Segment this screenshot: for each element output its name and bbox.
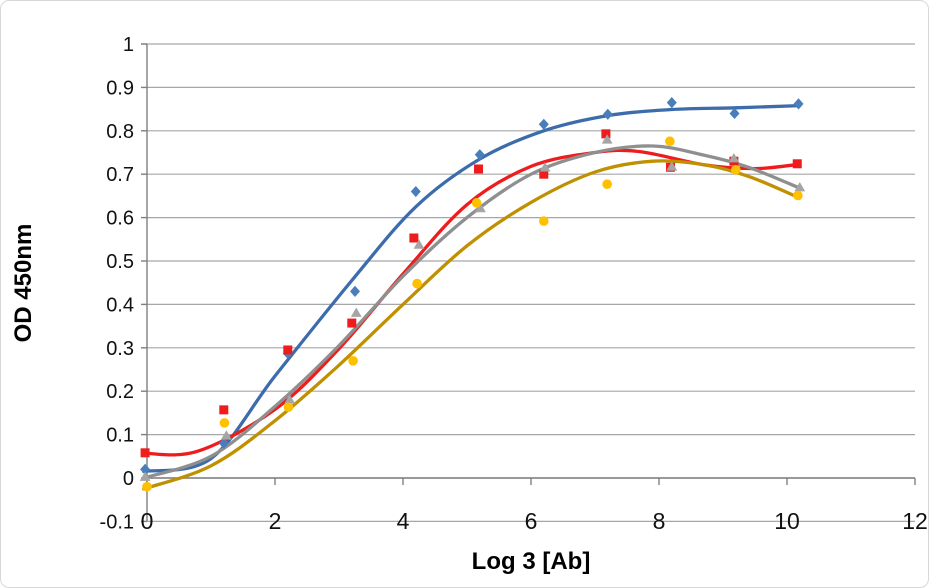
marker-circle: [283, 402, 294, 413]
y-tick-label: 1: [123, 34, 134, 56]
series-gray-triangles: [139, 134, 806, 481]
marker-square: [792, 159, 802, 169]
marker-square: [140, 448, 150, 458]
y-tick-label: 0.2: [106, 381, 134, 403]
trendline-red-squares: [142, 148, 802, 457]
marker-square: [347, 318, 357, 328]
gridlines-layer: [147, 43, 915, 523]
marker-diamond: [538, 118, 549, 130]
marker-triangle: [601, 134, 613, 144]
marker-diamond: [410, 185, 421, 198]
y-tick-label: 0.3: [106, 338, 134, 360]
marker-diamond: [218, 437, 229, 449]
marker-circle: [539, 216, 549, 226]
marker-triangle: [539, 162, 551, 172]
marker-triangle: [139, 471, 151, 481]
marker-circle: [471, 198, 482, 208]
marker-triangle: [728, 152, 740, 163]
x-axis-title: Log 3 [Ab]: [472, 548, 591, 575]
y-tick-label: 0.4: [106, 294, 134, 316]
marker-triangle: [413, 239, 425, 249]
marker-triangle: [350, 307, 362, 317]
marker-diamond: [350, 285, 360, 297]
y-tick-label: 0.5: [106, 251, 134, 273]
marker-diamond: [474, 149, 485, 161]
marker-square: [283, 345, 293, 355]
trendline-gray-triangles: [142, 144, 802, 480]
marker-triangle: [220, 430, 232, 440]
marker-circle: [348, 356, 358, 366]
marker-diamond: [729, 107, 740, 120]
series-red-squares: [140, 129, 802, 458]
series-layer: [139, 96, 806, 492]
y-axis-title: OD 450nm: [10, 224, 37, 343]
y-tick-label: 0.6: [106, 208, 134, 230]
x-tick-label: 2: [269, 508, 282, 534]
marker-square: [219, 405, 229, 415]
trendline-path: [142, 103, 802, 474]
marker-circle: [219, 418, 230, 428]
trendline-path: [142, 144, 802, 480]
y-tick-label: 0.8: [106, 121, 134, 143]
x-tick-label: 0: [141, 508, 154, 534]
y-tick-label: 0.1: [106, 425, 134, 447]
marker-diamond: [140, 463, 151, 475]
trendline-path: [142, 148, 802, 457]
marker-diamond: [602, 108, 613, 120]
x-tick-label: 12: [902, 508, 928, 534]
marker-diamond: [793, 98, 804, 110]
x-tick-label: 10: [774, 508, 800, 534]
x-tick-label: 8: [653, 508, 666, 534]
marker-square: [409, 233, 419, 243]
marker-diamond: [666, 96, 677, 109]
x-tick-label: 4: [397, 508, 410, 534]
y-tick-label: 0: [123, 468, 134, 490]
marker-circle: [412, 278, 422, 289]
marker-circle: [731, 165, 741, 175]
marker-square: [601, 129, 611, 139]
marker-triangle: [666, 161, 678, 171]
axes-layer: [141, 43, 916, 523]
marker-circle: [602, 179, 612, 189]
series-blue-diamonds: [140, 96, 804, 475]
marker-triangle: [794, 182, 806, 192]
marker-square: [539, 169, 549, 179]
tick-labels-layer: 1 0.9 0.8 0.7 0.6 0.5 0.4 0.3 0.2 0.1 0 -0.1 0 2 4 6 8 10…: [100, 34, 928, 534]
series-yellow-circles: [142, 136, 803, 492]
trendline-yellow-circles: [142, 159, 802, 491]
trendline-blue-diamonds: [142, 103, 802, 474]
marker-square: [474, 164, 484, 174]
marker-circle: [142, 481, 152, 492]
y-tick-label: 0.7: [106, 164, 134, 186]
trendline-path: [142, 159, 802, 491]
x-tick-label: 6: [525, 508, 538, 534]
y-tick-label: -0.1: [100, 511, 134, 533]
marker-triangle: [475, 202, 486, 213]
marker-circle: [793, 190, 803, 201]
marker-circle: [665, 136, 675, 147]
marker-triangle: [284, 394, 296, 404]
y-tick-label: 0.9: [106, 77, 134, 99]
